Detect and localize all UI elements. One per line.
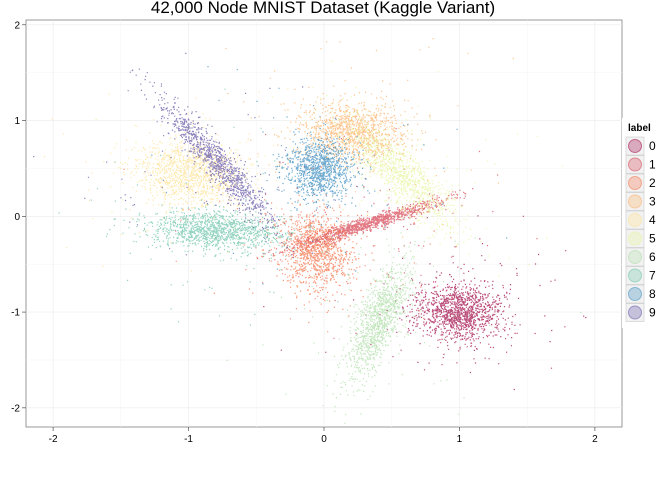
series-7-dots xyxy=(58,88,382,326)
legend-item-1: 1 xyxy=(625,155,656,174)
y-tick-label: 0 xyxy=(14,212,20,223)
legend-label: 9 xyxy=(649,306,656,320)
legend-swatch xyxy=(628,268,642,283)
legend-label: 8 xyxy=(649,287,656,301)
series-7-points xyxy=(58,88,382,326)
legend-item-4: 4 xyxy=(625,210,656,230)
legend-item-8: 8 xyxy=(625,284,656,304)
legend-label: 4 xyxy=(649,213,656,227)
legend-label: 7 xyxy=(649,269,656,283)
x-tick-label: -1 xyxy=(184,434,193,445)
series-3-dots xyxy=(225,38,514,238)
y-tick-label: -2 xyxy=(11,403,20,414)
legend-label: 2 xyxy=(649,176,656,190)
legend-label: 3 xyxy=(649,195,656,209)
x-tick-label: 0 xyxy=(321,434,327,445)
legend-label: 6 xyxy=(649,250,656,264)
legend-swatch xyxy=(628,250,642,264)
legend-item-7: 7 xyxy=(625,266,656,285)
legend-swatch xyxy=(628,213,642,227)
legend-title: label xyxy=(628,123,651,134)
y-tick-label: -1 xyxy=(11,308,20,319)
x-axis: -2 -1 0 1 2 xyxy=(49,427,598,445)
legend-item-0: 0 xyxy=(625,136,656,156)
x-tick-label: 1 xyxy=(457,434,463,445)
legend-item-9: 9 xyxy=(625,303,656,322)
legend: label 0 1 2 3 4 5 6 7 8 9 xyxy=(622,118,670,328)
data-points xyxy=(33,38,587,424)
legend-swatch xyxy=(628,231,642,246)
legend-swatch xyxy=(628,287,642,301)
legend-item-5: 5 xyxy=(625,229,656,248)
legend-item-3: 3 xyxy=(625,192,656,211)
series-9-dots xyxy=(33,52,386,259)
series-8-dots xyxy=(151,66,508,285)
legend-swatch xyxy=(628,176,642,190)
chart-title: 42,000 Node MNIST Dataset (Kaggle Varian… xyxy=(151,0,495,17)
legend-label: 0 xyxy=(649,139,656,153)
legend-swatch xyxy=(628,194,642,209)
gridlines xyxy=(26,20,622,427)
y-tick-label: 1 xyxy=(14,116,20,127)
legend-swatch xyxy=(628,157,642,172)
y-axis: -2 -1 0 1 2 xyxy=(11,20,26,414)
series-3-points xyxy=(225,38,514,238)
legend-item-6: 6 xyxy=(625,247,656,267)
legend-item-2: 2 xyxy=(625,173,656,193)
legend-label: 1 xyxy=(649,158,656,172)
series-8-points xyxy=(151,66,508,285)
x-tick-label: -2 xyxy=(49,434,58,445)
x-tick-label: 2 xyxy=(592,434,598,445)
series-9-points xyxy=(33,52,386,259)
legend-swatch xyxy=(628,305,642,320)
y-tick-label: 2 xyxy=(14,20,20,31)
legend-swatch xyxy=(628,139,642,153)
legend-label: 5 xyxy=(649,232,656,246)
